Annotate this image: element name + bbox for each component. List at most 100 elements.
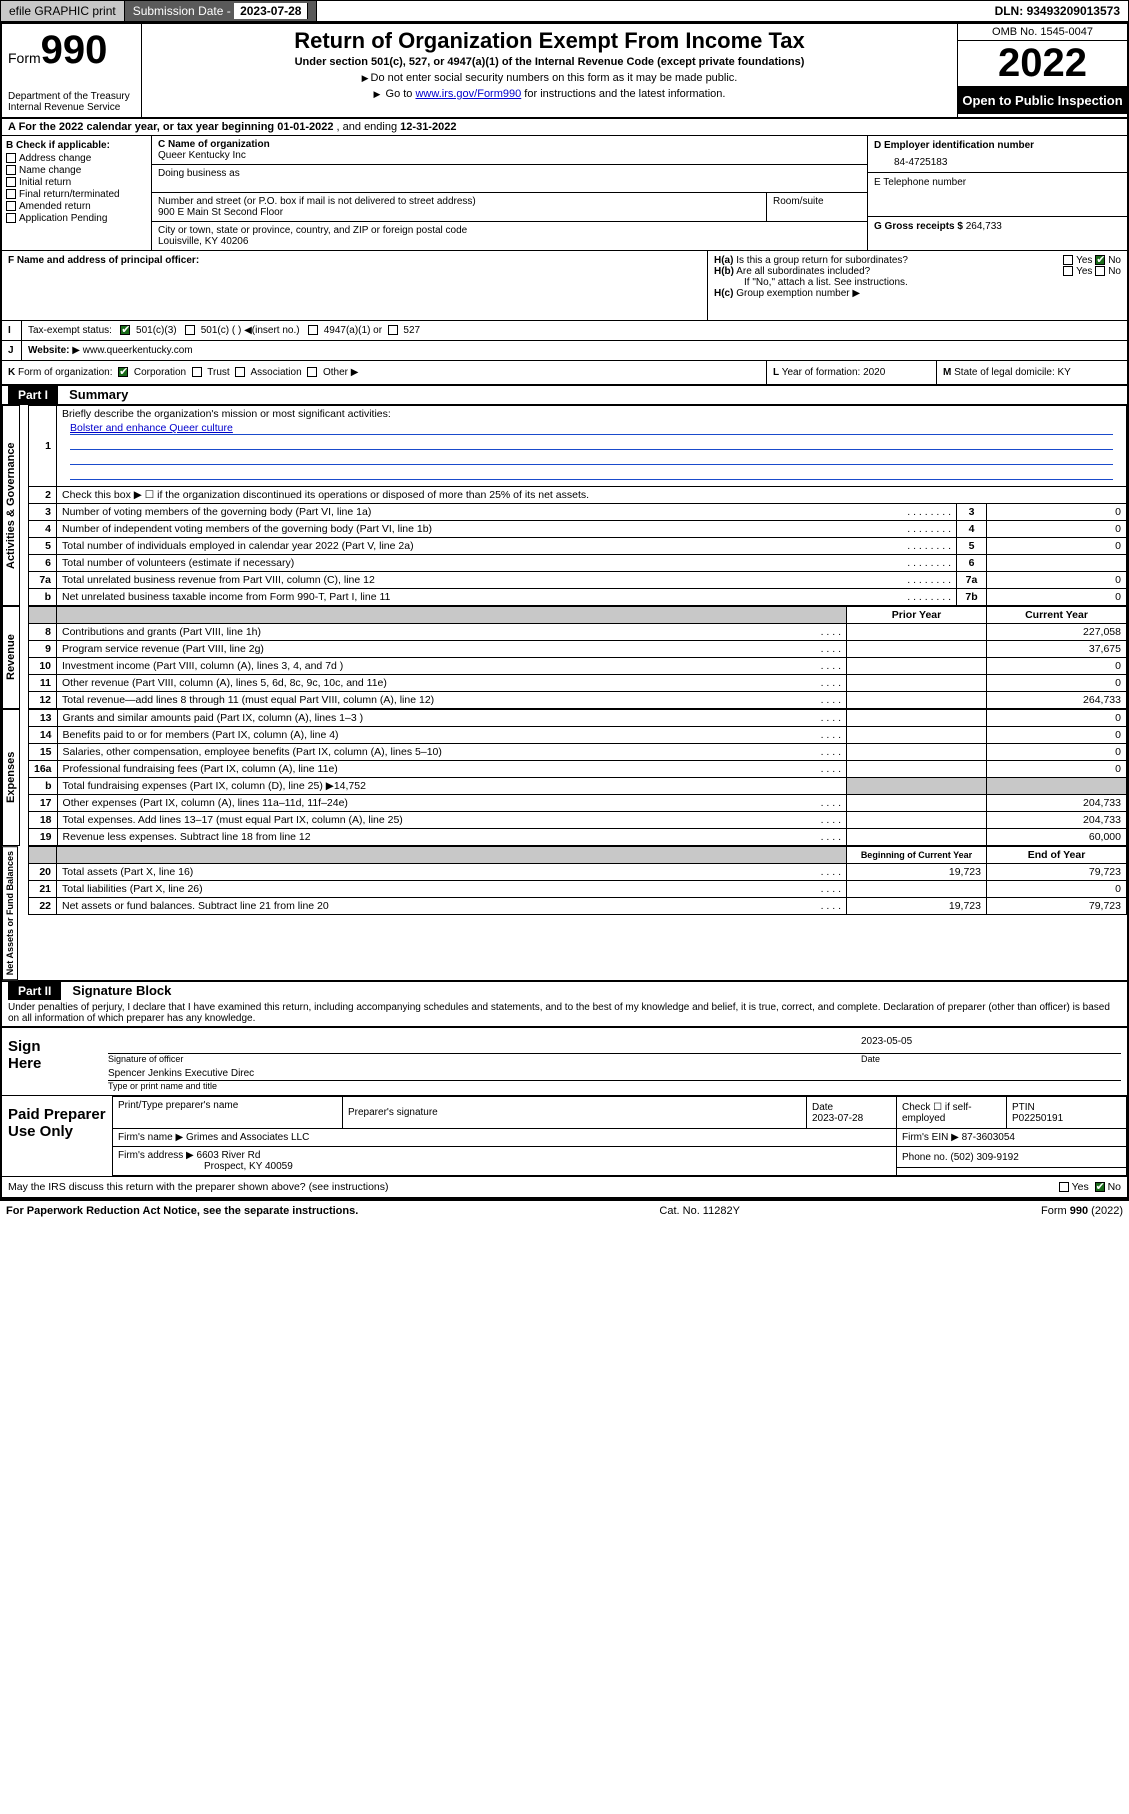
j-value: www.queerkentucky.com [83,345,193,356]
rev-table: Prior Year Current Year 8Contributions a… [28,606,1127,709]
gross-cell: G Gross receipts $ 264,733 [868,217,1127,250]
m-text: State of legal domicile: [954,367,1057,378]
org-name: Queer Kentucky Inc [158,150,861,161]
table-row: 14Benefits paid to or for members (Part … [29,727,1127,744]
phone-label: E Telephone number [874,177,1121,188]
paid-preparer-row: Paid Preparer Use Only Print/Type prepar… [2,1096,1127,1177]
room-label: Room/suite [773,196,861,207]
h-section: H(a) Is this a group return for subordin… [707,251,1127,320]
i-label: I [2,321,22,340]
chk-application-pending[interactable]: Application Pending [6,213,147,224]
current-year-hdr: Current Year [987,607,1127,624]
ha-yes-chk[interactable] [1063,255,1073,265]
i-501c3-chk[interactable] [120,325,130,335]
org-name-label: C Name of organization [158,139,861,150]
name-title-value: Spencer Jenkins Executive Direc [108,1068,1121,1081]
firm-ein-label: Firm's EIN ▶ [902,1132,962,1143]
k-trust-chk[interactable] [192,367,202,377]
ha-no-chk[interactable] [1095,255,1105,265]
ha-row: H(a) Is this a group return for subordin… [714,255,1121,266]
mission-text: Bolster and enhance Queer culture [70,422,1113,435]
section-governance: Activities & Governance 1 Briefly descri… [2,405,1127,606]
row-a: A For the 2022 calendar year, or tax yea… [2,119,1127,136]
hb-yes-chk[interactable] [1063,266,1073,276]
m-content: M State of legal domicile: KY [937,361,1127,384]
row-a-text-a: A For the 2022 calendar year, or tax yea… [8,121,277,133]
i-4947-chk[interactable] [308,325,318,335]
i-content: Tax-exempt status: 501(c)(3) 501(c) ( ) … [22,321,1127,340]
check-self-employed[interactable]: Check ☐ if self-employed [897,1097,1007,1129]
form-subtitle: Under section 501(c), 527, or 4947(a)(1)… [152,56,947,68]
ein-value: 84-4725183 [874,151,1121,168]
sign-here-row: Sign Here Signature of officer 2023-05-0… [2,1028,1127,1096]
form990-link[interactable]: www.irs.gov/Form990 [415,88,521,100]
firm-name-label: Firm's name ▶ [118,1132,186,1143]
chk-address-change[interactable]: Address change [6,153,147,164]
table-row: 1 Briefly describe the organization's mi… [29,406,1127,487]
part2-title: Signature Block [64,983,171,998]
addr-value: 900 E Main St Second Floor [158,207,760,218]
k-other-chk[interactable] [307,367,317,377]
table-row: 11Other revenue (Part VIII, column (A), … [29,675,1127,692]
row-a-text-b: , and ending [337,121,401,133]
i-text: Tax-exempt status: [28,325,112,336]
table-row: Print/Type preparer's name Preparer's si… [113,1097,1127,1129]
note2-prefix: Go to [386,88,416,100]
table-row: 22Net assets or fund balances. Subtract … [29,898,1127,915]
grid-bcd: B Check if applicable: Address change Na… [2,136,1127,251]
may-irs-text: May the IRS discuss this return with the… [8,1181,389,1193]
table-row: 8Contributions and grants (Part VIII, li… [29,624,1127,641]
penalty-text: Under penalties of perjury, I declare th… [2,1000,1127,1028]
footer-right: Form 990 (2022) [1041,1205,1123,1217]
footer-mid: Cat. No. 11282Y [659,1205,740,1217]
prep-date: 2023-07-28 [812,1113,891,1124]
table-row: 16aProfessional fundraising fees (Part I… [29,761,1127,778]
chk-name-change[interactable]: Name change [6,165,147,176]
row-a-begin: 01-01-2022 [277,121,333,133]
room-cell: Room/suite [767,193,867,221]
may-irs-no-chk[interactable] [1095,1182,1105,1192]
section-netassets: Net Assets or Fund Balances Beginning of… [2,846,1127,982]
chk-initial-return[interactable]: Initial return [6,177,147,188]
row-k: K Form of organization: Corporation Trus… [2,361,1127,386]
ein-cell: D Employer identification number 84-4725… [868,136,1127,173]
table-row: 9Program service revenue (Part VIII, lin… [29,641,1127,658]
paid-preparer-label: Paid Preparer Use Only [2,1096,112,1176]
l-text: Year of formation: [782,367,863,378]
j-text: Website: [28,345,70,356]
table-row: Beginning of Current Year End of Year [29,847,1127,864]
submission-date-cell: Submission Date - 2023-07-28 [125,1,318,21]
vlabel-netassets: Net Assets or Fund Balances [2,846,18,980]
k-label: K [8,367,15,378]
j-label: J [2,341,22,360]
table-row: bNet unrelated business taxable income f… [29,589,1127,606]
sig-date-label: Date [861,1054,1121,1064]
addr-label: Number and street (or P.O. box if mail i… [158,196,760,207]
header-left: Form990 Department of the Treasury Inter… [2,24,142,117]
may-irs-yes-chk[interactable] [1059,1182,1069,1192]
table-row: 17Other expenses (Part IX, column (A), l… [29,795,1127,812]
chk-final-return[interactable]: Final return/terminated [6,189,147,200]
k-corp-chk[interactable] [118,367,128,377]
form-container: Form990 Department of the Treasury Inter… [0,22,1129,1201]
prep-date-label: Date [812,1102,891,1113]
vlabel-expenses: Expenses [2,709,20,846]
efile-label[interactable]: efile GRAPHIC print [1,1,125,21]
table-row: 2 Check this box ▶ ☐ if the organization… [29,487,1127,504]
col-d: D Employer identification number 84-4725… [867,136,1127,250]
l-value: 2020 [863,367,885,378]
form-note2: Go to www.irs.gov/Form990 for instructio… [152,88,947,100]
gross-label: G Gross receipts $ [874,221,966,232]
firm-addr-label: Firm's address ▶ [118,1150,197,1161]
prep-sig-label: Preparer's signature [348,1107,801,1118]
m-label: M [943,367,951,378]
chk-amended-return[interactable]: Amended return [6,201,147,212]
table-row: Firm's address ▶ 6603 River RdProspect, … [113,1147,1127,1168]
table-row: b Total fundraising expenses (Part IX, c… [29,778,1127,795]
table-row: 20Total assets (Part X, line 16). . . .1… [29,864,1127,881]
table-row: 18Total expenses. Add lines 13–17 (must … [29,812,1127,829]
i-527-chk[interactable] [388,325,398,335]
hb-no-chk[interactable] [1095,266,1105,276]
k-assoc-chk[interactable] [235,367,245,377]
i-501c-chk[interactable] [185,325,195,335]
